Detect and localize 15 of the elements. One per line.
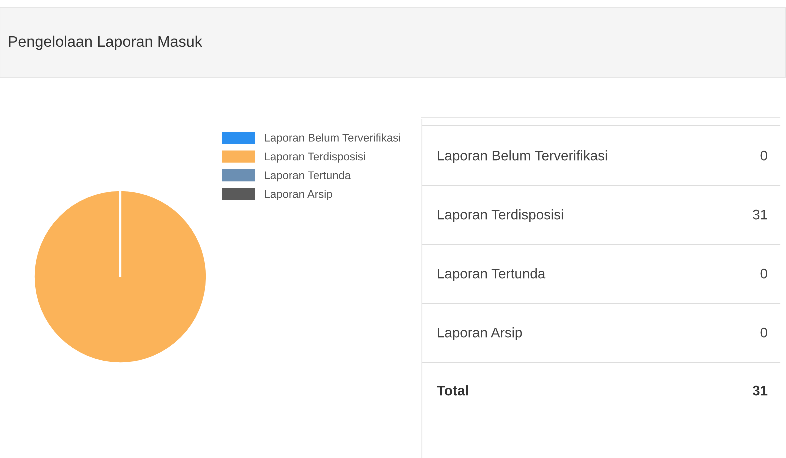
legend-label: Laporan Tertunda <box>265 171 352 182</box>
text: Total <box>437 386 468 396</box>
text: 0 <box>760 268 768 279</box>
text: 31 <box>752 386 768 396</box>
legend-label: Laporan Terdisposisi <box>265 152 366 163</box>
category-label: Laporan Arsip <box>438 328 522 340</box>
category-label: Laporan Belum Terverifikasi <box>438 150 608 164</box>
legend-label: Laporan Arsip <box>265 190 332 200</box>
text: 0 <box>760 328 768 338</box>
category-label: Laporan Tertunda <box>438 268 546 282</box>
category-label: Laporan Terdisposisi <box>438 210 564 222</box>
text: 31 <box>753 210 768 220</box>
text: 0 <box>760 150 768 161</box>
legend-label: Laporan Belum Terverifikasi <box>265 134 400 144</box>
chart-title: Pengelolaan Laporan Masuk <box>9 36 203 50</box>
